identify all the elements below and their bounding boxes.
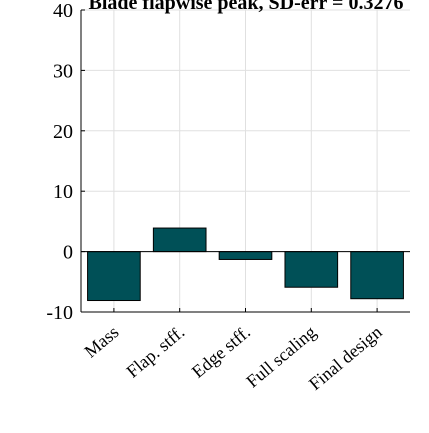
y-tick-label: 20 xyxy=(53,121,73,143)
x-tick-label: Edge stff. xyxy=(188,322,254,382)
bars xyxy=(87,227,404,302)
x-tick-label: Final design xyxy=(305,322,386,394)
y-tick-label: -10 xyxy=(46,302,73,324)
x-tick-label: Flap. stff. xyxy=(122,322,188,382)
chart-title: Blade flapwise peak, SD-err = 0.3276 xyxy=(89,0,404,14)
y-tick-label: 40 xyxy=(53,0,73,22)
bar xyxy=(284,251,339,288)
bar xyxy=(152,227,207,253)
bar xyxy=(350,251,404,300)
y-tick-label: 30 xyxy=(53,60,73,82)
bar xyxy=(87,251,141,302)
bar xyxy=(218,251,273,260)
x-tick-label: Mass xyxy=(80,322,122,362)
y-tick-label: 10 xyxy=(53,181,73,203)
y-tick-label: 0 xyxy=(63,242,73,264)
axes xyxy=(80,9,410,313)
